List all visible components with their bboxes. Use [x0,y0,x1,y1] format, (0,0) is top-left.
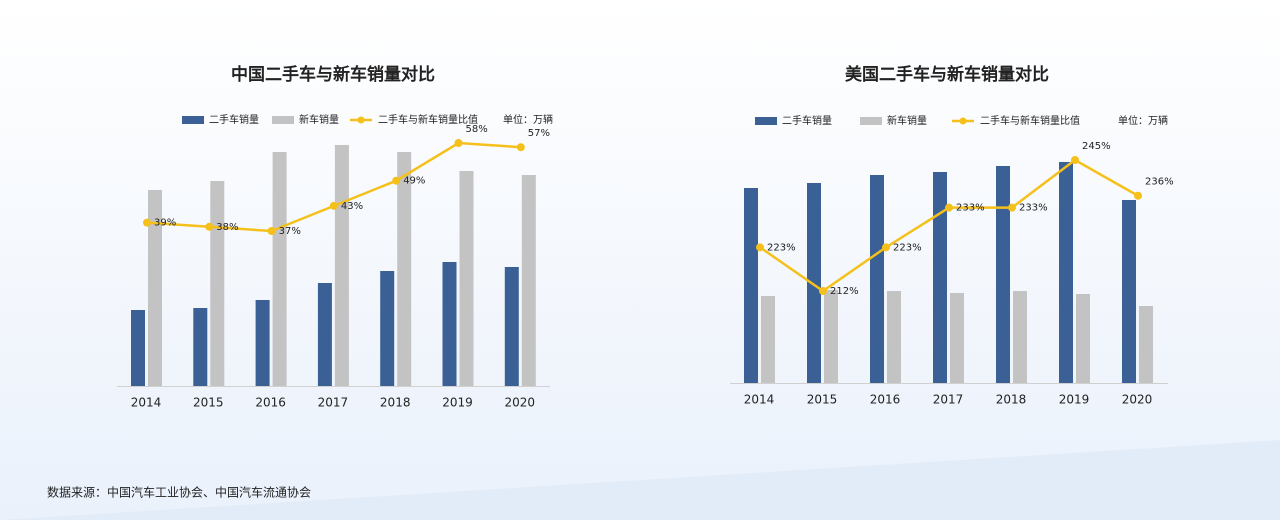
bar [950,293,964,383]
bar [1139,306,1153,383]
bar [504,267,519,386]
value-label: 223% [893,242,922,253]
bar [397,152,412,386]
value-label: 233% [956,203,985,214]
bar [334,145,349,386]
x-tick-label: 2016 [255,396,286,410]
legend-swatch [755,117,777,125]
value-label: 212% [830,286,859,297]
bar [131,310,145,386]
ratio-point [267,227,276,235]
legend-label: 新车销量 [887,114,927,127]
x-tick-label: 2020 [505,396,536,410]
bar [807,183,821,383]
bar [761,296,775,383]
ratio-point [205,222,214,231]
bar [210,181,225,386]
legend-label: 二手车销量 [209,113,259,126]
ratio-point [756,243,764,252]
value-label: 245% [1082,141,1111,152]
x-tick-label: 2019 [1059,393,1090,407]
x-tick-label: 2018 [996,393,1027,407]
value-label: 39% [154,218,176,229]
bar [870,175,884,383]
value-label: 37% [279,226,301,237]
decor-band [0,440,1280,520]
ratio-point [1134,191,1142,200]
x-tick-label: 2015 [193,396,224,410]
legend-label: 二手车与新车销量比值 [980,114,1080,127]
ratio-point [392,176,401,185]
bar [1076,294,1090,383]
ratio-point [945,203,953,212]
bar [933,172,947,383]
x-tick-label: 2016 [870,393,901,407]
ratio-point [1008,203,1016,212]
legend-swatch [272,116,294,124]
chart-title: 中国二手车与新车销量对比 [231,64,435,85]
value-label: 236% [1145,177,1174,188]
bar [272,152,287,386]
bar [1059,162,1073,383]
unit-label: 单位：万辆 [503,113,553,126]
ratio-point [516,143,525,152]
bar [824,290,838,383]
bar [148,190,162,386]
bar [521,175,536,386]
value-label: 43% [341,201,363,212]
legend-label: 二手车销量 [782,114,832,127]
ratio-point [329,201,338,210]
value-label: 223% [767,242,796,253]
ratio-point [454,139,463,147]
bar [459,171,474,386]
value-label: 38% [216,222,238,233]
value-label: 57% [528,128,550,139]
bar [996,166,1010,383]
x-tick-label: 2019 [442,396,473,410]
legend-swatch [182,116,204,124]
source-note: 数据来源：中国汽车工业协会、中国汽车流通协会 [47,485,311,500]
bar [1013,291,1027,383]
x-tick-label: 2014 [744,393,775,407]
legend-swatch [860,117,882,125]
ratio-point [819,287,827,295]
ratio-point [1071,156,1079,164]
x-tick-label: 2018 [380,396,411,410]
x-tick-label: 2014 [131,396,162,410]
value-label: 58% [466,124,488,135]
chart-title: 美国二手车与新车销量对比 [845,64,1049,85]
ratio-point [143,218,151,227]
unit-label: 单位：万辆 [1118,114,1168,127]
bar [887,291,901,383]
x-tick-label: 2017 [318,396,349,410]
legend-label: 二手车与新车销量比值 [378,113,478,126]
bar [380,271,395,386]
bar [1122,200,1136,383]
value-label: 49% [403,176,425,187]
bar [255,300,270,386]
legend-swatch [959,117,967,125]
legend-swatch [357,116,365,124]
x-tick-label: 2020 [1122,393,1153,407]
x-tick-label: 2017 [933,393,964,407]
bar [442,262,457,386]
legend-label: 新车销量 [299,113,339,126]
bar [193,308,208,386]
bar [317,283,332,386]
ratio-point [882,243,890,252]
bar [744,188,758,383]
value-label: 233% [1019,203,1048,214]
x-tick-label: 2015 [807,393,838,407]
